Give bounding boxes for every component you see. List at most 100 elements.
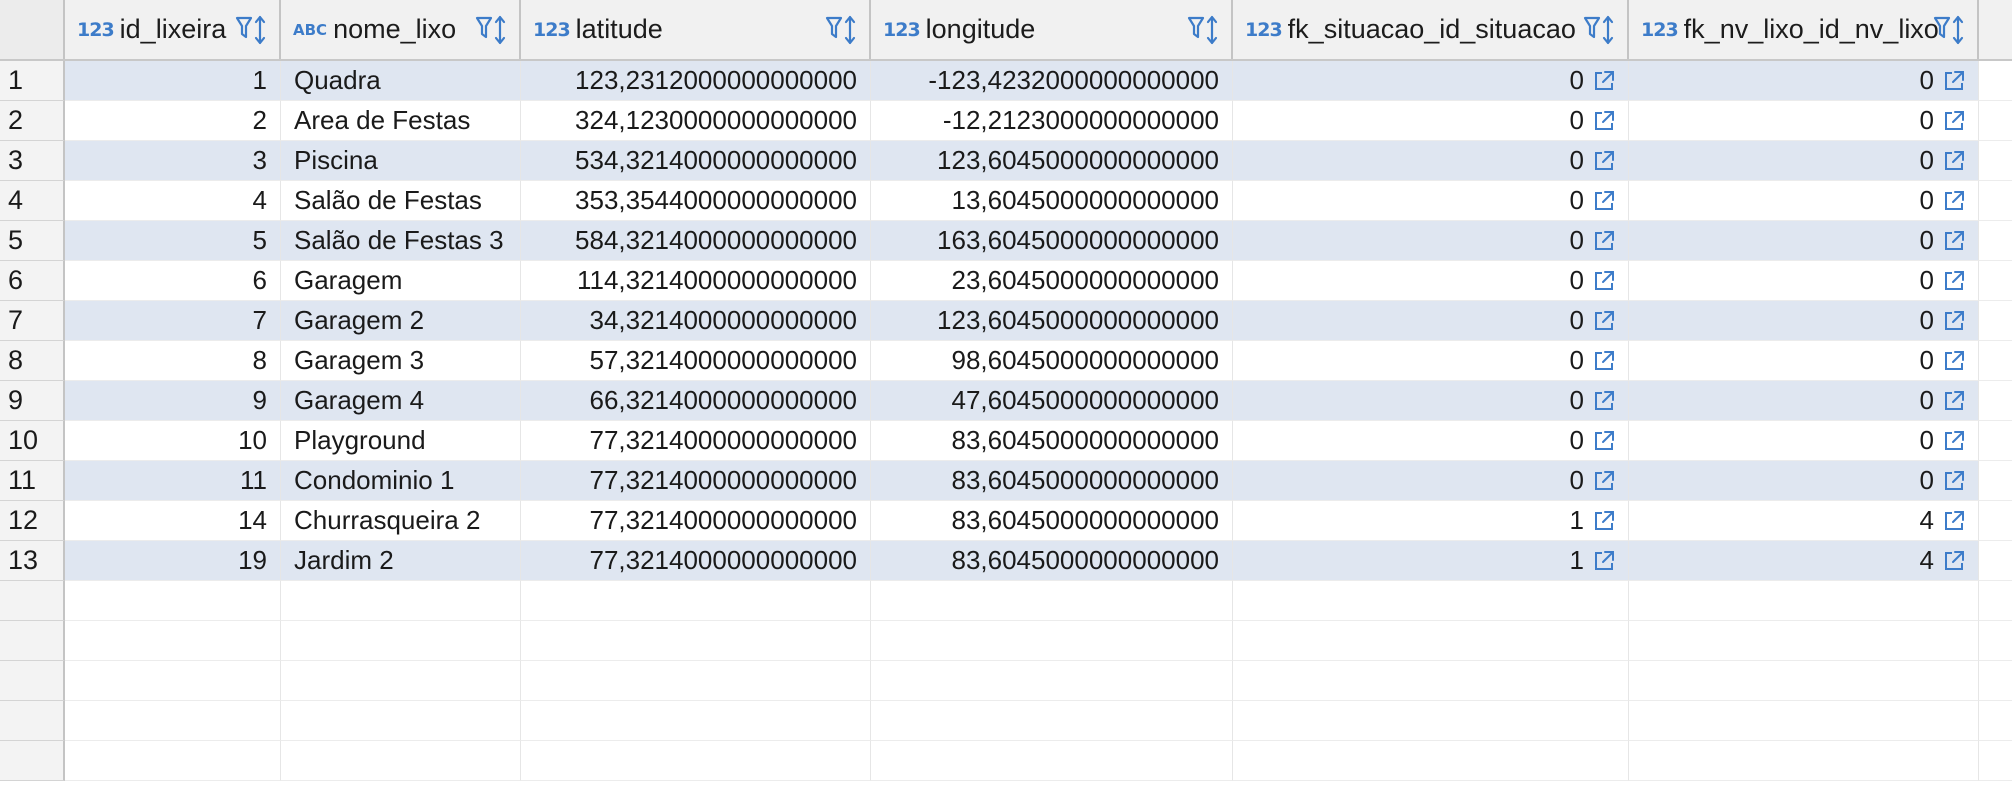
cell-fk-situacao[interactable]: 0 <box>1233 141 1629 181</box>
cell-longitude[interactable]: 98,6045000000000000 <box>871 341 1233 381</box>
open-link-icon[interactable] <box>1942 309 1966 333</box>
cell-id-lixeira[interactable]: 8 <box>65 341 281 381</box>
open-link-icon[interactable] <box>1942 109 1966 133</box>
cell-fk-situacao[interactable]: 0 <box>1233 461 1629 501</box>
cell-fk-situacao[interactable]: 0 <box>1233 101 1629 141</box>
cell-longitude[interactable]: 47,6045000000000000 <box>871 381 1233 421</box>
cell-latitude[interactable]: 77,3214000000000000 <box>521 541 871 581</box>
open-link-icon[interactable] <box>1592 509 1616 533</box>
cell-fk-situacao[interactable]: 0 <box>1233 221 1629 261</box>
cell-fk-situacao[interactable]: 1 <box>1233 541 1629 581</box>
cell-fk-situacao[interactable]: 0 <box>1233 61 1629 101</box>
cell-latitude[interactable]: 77,3214000000000000 <box>521 421 871 461</box>
cell-latitude[interactable]: 66,3214000000000000 <box>521 381 871 421</box>
open-link-icon[interactable] <box>1592 229 1616 253</box>
open-link-icon[interactable] <box>1592 389 1616 413</box>
row-number[interactable]: 9 <box>0 381 65 421</box>
cell-fk-nv-lixo[interactable]: 0 <box>1629 301 1979 341</box>
cell-nome-lixo[interactable]: Quadra <box>281 61 521 101</box>
cell-id-lixeira[interactable]: 6 <box>65 261 281 301</box>
cell-id-lixeira[interactable]: 5 <box>65 221 281 261</box>
cell-fk-nv-lixo[interactable]: 0 <box>1629 101 1979 141</box>
cell-nome-lixo[interactable]: Salão de Festas 3 <box>281 221 521 261</box>
cell-longitude[interactable]: -123,4232000000000000 <box>871 61 1233 101</box>
table-row[interactable]: 7 7 Garagem 2 34,3214000000000000 123,604500… <box>0 301 2012 341</box>
cell-fk-nv-lixo[interactable]: 0 <box>1629 381 1979 421</box>
cell-nome-lixo[interactable]: Garagem <box>281 261 521 301</box>
open-link-icon[interactable] <box>1592 349 1616 373</box>
cell-latitude[interactable]: 353,3544000000000000 <box>521 181 871 221</box>
table-row[interactable]: 9 9 Garagem 4 66,3214000000000000 47,6045000… <box>0 381 2012 421</box>
cell-id-lixeira[interactable]: 1 <box>65 61 281 101</box>
filter-sort-icon[interactable] <box>1187 13 1221 47</box>
open-link-icon[interactable] <box>1942 229 1966 253</box>
column-header-longitude[interactable]: 123 longitude <box>871 0 1233 59</box>
cell-fk-situacao[interactable]: 0 <box>1233 381 1629 421</box>
cell-id-lixeira[interactable]: 2 <box>65 101 281 141</box>
open-link-icon[interactable] <box>1942 349 1966 373</box>
row-number[interactable]: 1 <box>0 61 65 101</box>
cell-id-lixeira[interactable]: 7 <box>65 301 281 341</box>
cell-id-lixeira[interactable]: 4 <box>65 181 281 221</box>
open-link-icon[interactable] <box>1942 549 1966 573</box>
row-number[interactable]: 13 <box>0 541 65 581</box>
cell-nome-lixo[interactable]: Churrasqueira 2 <box>281 501 521 541</box>
open-link-icon[interactable] <box>1592 429 1616 453</box>
open-link-icon[interactable] <box>1942 149 1966 173</box>
table-row[interactable]: 1 1 Quadra 123,2312000000000000 -123,4232000… <box>0 61 2012 101</box>
open-link-icon[interactable] <box>1942 389 1966 413</box>
row-number[interactable]: 10 <box>0 421 65 461</box>
cell-nome-lixo[interactable]: Jardim 2 <box>281 541 521 581</box>
table-row[interactable]: 11 11 Condominio 1 77,3214000000000000 83,60… <box>0 461 2012 501</box>
row-number[interactable]: 7 <box>0 301 65 341</box>
open-link-icon[interactable] <box>1592 149 1616 173</box>
filter-sort-icon[interactable] <box>475 13 509 47</box>
cell-latitude[interactable]: 534,3214000000000000 <box>521 141 871 181</box>
cell-fk-nv-lixo[interactable]: 0 <box>1629 61 1979 101</box>
cell-fk-nv-lixo[interactable]: 4 <box>1629 501 1979 541</box>
column-header-latitude[interactable]: 123 latitude <box>521 0 871 59</box>
open-link-icon[interactable] <box>1592 549 1616 573</box>
table-row[interactable]: 8 8 Garagem 3 57,3214000000000000 98,6045000… <box>0 341 2012 381</box>
cell-latitude[interactable]: 584,3214000000000000 <box>521 221 871 261</box>
table-row[interactable]: 3 3 Piscina 534,3214000000000000 123,6045000… <box>0 141 2012 181</box>
cell-fk-situacao[interactable]: 0 <box>1233 181 1629 221</box>
cell-longitude[interactable]: 83,6045000000000000 <box>871 461 1233 501</box>
cell-fk-nv-lixo[interactable]: 0 <box>1629 461 1979 501</box>
cell-id-lixeira[interactable]: 19 <box>65 541 281 581</box>
cell-latitude[interactable]: 123,2312000000000000 <box>521 61 871 101</box>
grid-corner[interactable] <box>0 0 65 59</box>
cell-nome-lixo[interactable]: Piscina <box>281 141 521 181</box>
cell-longitude[interactable]: 163,6045000000000000 <box>871 221 1233 261</box>
row-number[interactable]: 4 <box>0 181 65 221</box>
cell-latitude[interactable]: 324,1230000000000000 <box>521 101 871 141</box>
cell-nome-lixo[interactable]: Garagem 3 <box>281 341 521 381</box>
row-number[interactable]: 2 <box>0 101 65 141</box>
cell-id-lixeira[interactable]: 3 <box>65 141 281 181</box>
open-link-icon[interactable] <box>1592 189 1616 213</box>
cell-longitude[interactable]: -12,2123000000000000 <box>871 101 1233 141</box>
open-link-icon[interactable] <box>1942 69 1966 93</box>
table-row[interactable]: 5 5 Salão de Festas 3 584,3214000000000000 1… <box>0 221 2012 261</box>
column-header-fk-nv-lixo[interactable]: 123 fk_nv_lixo_id_nv_lixo <box>1629 0 1979 59</box>
cell-latitude[interactable]: 77,3214000000000000 <box>521 501 871 541</box>
open-link-icon[interactable] <box>1592 269 1616 293</box>
cell-longitude[interactable]: 13,6045000000000000 <box>871 181 1233 221</box>
open-link-icon[interactable] <box>1592 469 1616 493</box>
cell-nome-lixo[interactable]: Garagem 2 <box>281 301 521 341</box>
cell-longitude[interactable]: 83,6045000000000000 <box>871 501 1233 541</box>
open-link-icon[interactable] <box>1942 189 1966 213</box>
table-row[interactable]: 13 19 Jardim 2 77,3214000000000000 83,604500… <box>0 541 2012 581</box>
open-link-icon[interactable] <box>1592 309 1616 333</box>
cell-latitude[interactable]: 77,3214000000000000 <box>521 461 871 501</box>
cell-nome-lixo[interactable]: Garagem 4 <box>281 381 521 421</box>
cell-longitude[interactable]: 123,6045000000000000 <box>871 301 1233 341</box>
cell-longitude[interactable]: 23,6045000000000000 <box>871 261 1233 301</box>
filter-sort-icon[interactable] <box>825 13 859 47</box>
column-header-fk-situacao[interactable]: 123 fk_situacao_id_situacao <box>1233 0 1629 59</box>
cell-nome-lixo[interactable]: Playground <box>281 421 521 461</box>
cell-fk-nv-lixo[interactable]: 0 <box>1629 341 1979 381</box>
open-link-icon[interactable] <box>1592 69 1616 93</box>
filter-sort-icon[interactable] <box>1583 13 1617 47</box>
cell-fk-situacao[interactable]: 0 <box>1233 421 1629 461</box>
